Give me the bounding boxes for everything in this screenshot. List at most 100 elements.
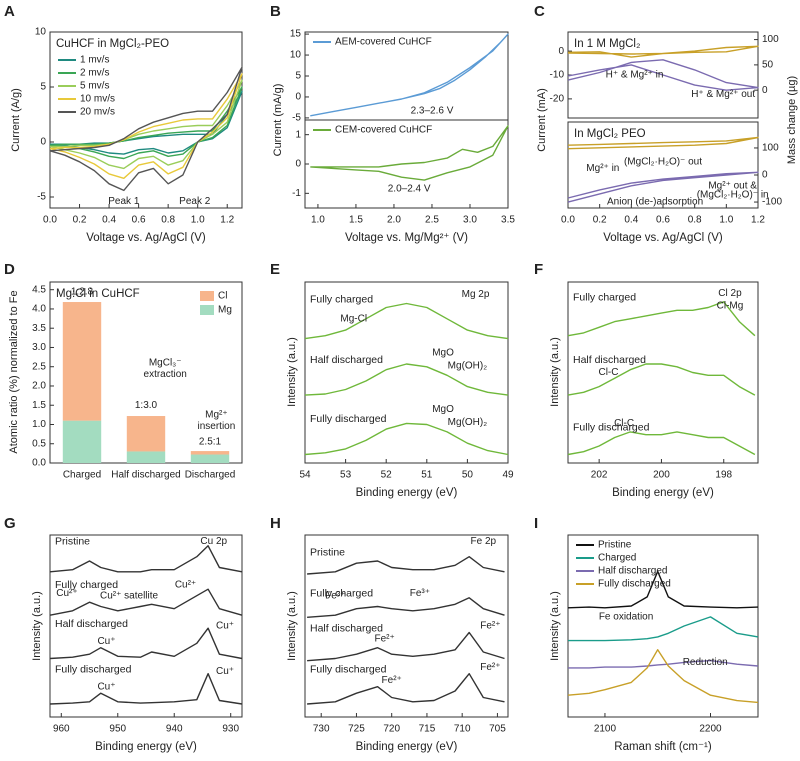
annotation: Reduction (683, 657, 728, 668)
x-tick-label: 3.0 (463, 215, 477, 226)
annotation: 2.5:1 (199, 436, 222, 447)
data-line (304, 302, 509, 340)
annotation: Fe²⁺ (382, 675, 402, 686)
annotation: Mg²⁺ in (586, 163, 619, 174)
y-tick-label: 1.5 (32, 400, 46, 411)
x-tick-label: 715 (419, 724, 436, 735)
data-line (49, 588, 243, 616)
legend-label: Charged (598, 553, 636, 564)
y-axis-label: Intensity (a.u.) (286, 337, 298, 407)
x-axis-label: Binding energy (eV) (95, 741, 197, 753)
x-tick-label: 1.5 (349, 215, 363, 226)
data-line (304, 422, 509, 456)
y-tick-label: 10 (290, 50, 302, 61)
y-tick-label: -10 (550, 70, 565, 81)
annotation: Cu²⁺ satellite (100, 590, 159, 601)
legend-label: 20 mv/s (80, 107, 115, 118)
annotation: 2.3–2.6 V (411, 105, 454, 116)
spectrum-label: Fully charged (55, 579, 118, 591)
data-line (49, 673, 243, 705)
x-tick-label: 49 (502, 470, 514, 481)
data-line (567, 570, 759, 609)
plot-frame (49, 534, 243, 718)
spectrum-label: Half discharged (573, 354, 646, 366)
bar-segment (62, 302, 102, 421)
data-line (567, 649, 759, 704)
y-tick-label: -1 (292, 188, 301, 199)
annotation: MgO (432, 347, 454, 358)
legend-label: 10 mv/s (80, 94, 115, 105)
y-tick-label: 3.5 (32, 323, 46, 334)
spectrum-label: Fully charged (310, 293, 373, 305)
annotation: MgCl₃⁻ (149, 358, 182, 369)
spectrum-label: Fully discharged (55, 663, 132, 675)
bar-segment (190, 451, 230, 455)
spectrum-label: Pristine (310, 546, 345, 558)
annotation: Fe 2p (471, 536, 497, 547)
x-tick-label: 1.0 (719, 215, 733, 226)
annotation: Cl-C (614, 418, 634, 429)
legend-swatch (200, 305, 214, 315)
annotation: Cu⁺ (216, 621, 234, 632)
y-tick-label: 2.0 (32, 381, 46, 392)
legend-label: Cl (218, 291, 227, 302)
x-tick-label: 930 (222, 724, 239, 735)
x-tick-label: 0.0 (43, 215, 57, 226)
panel-letter: B (270, 3, 281, 20)
data-line (49, 66, 243, 192)
x-tick-label: Half discharged (111, 470, 180, 481)
annotation: Fe oxidation (599, 612, 653, 623)
spectrum-label: Pristine (55, 536, 90, 548)
data-line (310, 125, 509, 181)
panel-letter: H (270, 515, 281, 532)
annotation: Cl-C (598, 367, 618, 378)
spectrum-label: Half discharged (55, 618, 128, 630)
x-tick-label: 54 (299, 470, 311, 481)
plot-frame (304, 281, 509, 464)
x-tick-label: 2.5 (425, 215, 439, 226)
legend-label: Pristine (598, 540, 632, 551)
annotation: (MgCl₂·H₂O)⁻ in (697, 190, 769, 201)
y-tick-label: 1.0 (32, 419, 46, 430)
plot-frame (49, 31, 243, 209)
y-tick-label: 3.0 (32, 342, 46, 353)
plot-title: CuHCF in MgCl₂-PEO (56, 38, 169, 50)
y2-tick-label: 100 (762, 34, 779, 45)
bar-segment (126, 451, 166, 463)
x-tick-label: 53 (340, 470, 352, 481)
data-line (568, 659, 759, 669)
annotation: Fe²⁺ (480, 621, 500, 632)
data-line (567, 363, 756, 396)
x-tick-label: 0.4 (102, 215, 116, 226)
x-axis-label: Binding energy (eV) (356, 487, 458, 499)
annotation: extraction (144, 369, 187, 380)
x-axis-label: Voltage vs. Mg/Mg²⁺ (V) (345, 232, 468, 244)
x-tick-label: 730 (313, 724, 330, 735)
y2-tick-label: 50 (762, 60, 774, 71)
legend-label: 2 mv/s (80, 68, 109, 79)
spectrum-label: Fully charged (310, 588, 373, 600)
y-tick-label: -20 (550, 94, 565, 105)
panel-letter: D (4, 261, 15, 278)
annotation: Mg(OH)₂ (448, 360, 488, 371)
legend-label: Mg (218, 305, 232, 316)
y-tick-label: -5 (37, 192, 46, 203)
x-tick-label: 0.2 (593, 215, 607, 226)
y2-tick-label: -100 (762, 197, 782, 208)
legend-label: Half discharged (598, 566, 667, 577)
annotation: 2.0–2.4 V (388, 184, 431, 195)
x-tick-label: 50 (462, 470, 474, 481)
x-tick-label: 1.2 (751, 215, 765, 226)
spectrum-label: Fully discharged (310, 663, 387, 675)
y-axis-label: Current (A/g) (10, 88, 22, 152)
data-line (49, 627, 243, 660)
y-tick-label: 0.0 (32, 458, 46, 469)
annotation: Anion (de-)adsorption (607, 197, 703, 208)
bar-segment (190, 454, 230, 463)
annotation: Cu²⁺ (56, 588, 77, 599)
data-line (567, 45, 759, 58)
x-tick-label: 950 (109, 724, 126, 735)
y-axis-label: Intensity (a.u.) (31, 591, 43, 661)
x-axis-label: Voltage vs. Ag/AgCl (V) (603, 232, 723, 244)
annotation: Mg-Cl (340, 313, 367, 324)
